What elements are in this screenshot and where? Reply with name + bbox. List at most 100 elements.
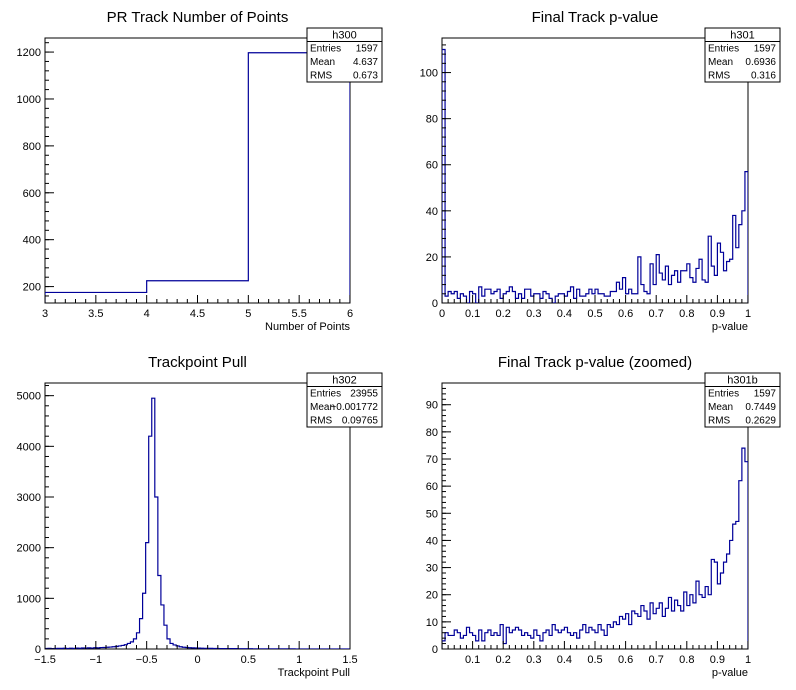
x-tick-label: −0.5 [136,654,158,666]
x-tick-label: 0.6 [618,654,633,666]
y-tick-label: 60 [426,160,438,172]
histogram-pad-4: Final Track p-value (zoomed) 0.1 0.2 0.3 0.4… [426,354,781,679]
x-tick-label: −1 [90,654,103,666]
x-axis-label: p-value [712,321,748,333]
stats-value: 1597 [754,44,777,55]
stats-value: 1597 [356,44,379,55]
stats-value: 0.09765 [342,416,379,427]
stats-value: 1597 [754,389,777,400]
plot-frame [44,37,351,304]
x-tick-label: 0.5 [241,654,256,666]
histogram-series [45,52,350,303]
y-tick-label: 80 [426,427,438,439]
stats-label: RMS [310,416,333,427]
x-tick-label: 0 [194,654,200,666]
histogram-pad-2: Final Track p-value 0 0.1 0.2 0.3 0.4 0.5 0.6 0.… [420,9,781,333]
x-tick-label: 0.8 [679,654,694,666]
stats-label: Entries [708,389,739,400]
y-tick-label: 800 [23,141,41,153]
y-tick-label: 5000 [17,391,41,403]
y-tick-label: 200 [23,282,41,294]
x-axis-label: p-value [712,667,748,679]
x-tick-label: 3.5 [88,308,103,320]
x-tick-label: 0 [439,308,445,320]
stats-value: −0.001772 [330,402,378,413]
stats-label: Entries [310,389,341,400]
histogram-series [45,397,350,649]
chart-title: Final Track p-value [532,9,659,26]
x-tick-label: 0.9 [710,308,725,320]
histogram-series [442,447,748,649]
histogram-series [442,48,748,303]
plot-frame [44,382,351,650]
stats-value: 23955 [350,389,378,400]
stats-box: h301b Entries 1597 Mean 0.7449 RMS 0.2629 [704,372,781,428]
y-tick-label: 100 [420,68,438,80]
y-tick-label: 50 [426,508,438,520]
y-tick-label: 10 [426,617,438,629]
x-tick-label: 4.5 [190,308,205,320]
stats-name: h301 [730,30,754,42]
x-tick-label: 0.7 [649,654,664,666]
stats-box-frame [704,27,781,83]
stats-label: Mean [310,57,335,68]
x-tick-label: 1 [745,308,751,320]
stats-box: h302 Entries 23955 Mean−0.001772 RMS 0.09765 [306,372,383,428]
y-tick-label: 1200 [17,47,41,59]
y-tick-label: 400 [23,235,41,247]
x-tick-label: 5.5 [292,308,307,320]
y-tick-label: 60 [426,481,438,493]
y-tick-label: 80 [426,114,438,126]
x-tick-label: 0.1 [465,308,480,320]
stats-value: 0.316 [751,71,776,82]
y-tick-label: 40 [426,535,438,547]
x-tick-label: 1.5 [342,654,357,666]
x-tick-label: 0.6 [618,308,633,320]
x-axis-label: Number of Points [265,321,350,333]
stats-label: RMS [708,71,731,82]
stats-label: Mean [708,402,733,413]
stats-box-frame [704,372,781,428]
chart-title: Final Track p-value (zoomed) [498,354,692,371]
stats-name: h301b [727,375,758,387]
x-tick-label: 0.5 [587,654,602,666]
y-tick-label: 0 [432,298,438,310]
x-tick-label: 0.8 [679,308,694,320]
x-tick-label: 0.7 [649,308,664,320]
y-tick-label: 2000 [17,543,41,555]
stats-name: h300 [332,30,356,42]
stats-value: 4.637 [353,57,378,68]
x-tick-label: 0.3 [526,654,541,666]
y-tick-label: 20 [426,252,438,264]
y-tick-label: 40 [426,206,438,218]
stats-label: RMS [310,71,333,82]
histogram-pad-1: PR Track Number of Points 3 3.5 4 4.5 5 5.5 6 20… [17,9,383,333]
stats-value: 0.7449 [745,402,776,413]
x-tick-label: 4 [144,308,150,320]
stats-value: 0.6936 [745,57,776,68]
y-tick-label: 30 [426,563,438,575]
chart-title: PR Track Number of Points [107,9,289,26]
x-tick-label: 1 [296,654,302,666]
y-tick-label: 600 [23,188,41,200]
stats-label: Entries [310,44,341,55]
stats-value: 0.2629 [745,416,776,427]
histogram-pad-3: Trackpoint Pull −1.5 −1 −0.5 0 0.5 1 1.5 0 1000 20… [17,354,383,679]
y-tick-label: 0 [35,644,41,656]
x-tick-label: 0.5 [587,308,602,320]
stats-label: Mean [310,402,335,413]
stats-label: Mean [708,57,733,68]
y-tick-label: 3000 [17,492,41,504]
x-tick-label: 5 [245,308,251,320]
x-tick-label: 0.2 [496,654,511,666]
y-tick-label: 20 [426,590,438,602]
y-tick-label: 1000 [17,593,41,605]
x-tick-label: 0.4 [557,654,572,666]
y-tick-label: 90 [426,400,438,412]
stats-box: h301 Entries 1597 Mean 0.6936 RMS 0.316 [704,27,781,83]
stats-label: RMS [708,416,731,427]
x-tick-label: 0.3 [526,308,541,320]
x-tick-label: 0.4 [557,308,572,320]
x-tick-label: 0.2 [496,308,511,320]
